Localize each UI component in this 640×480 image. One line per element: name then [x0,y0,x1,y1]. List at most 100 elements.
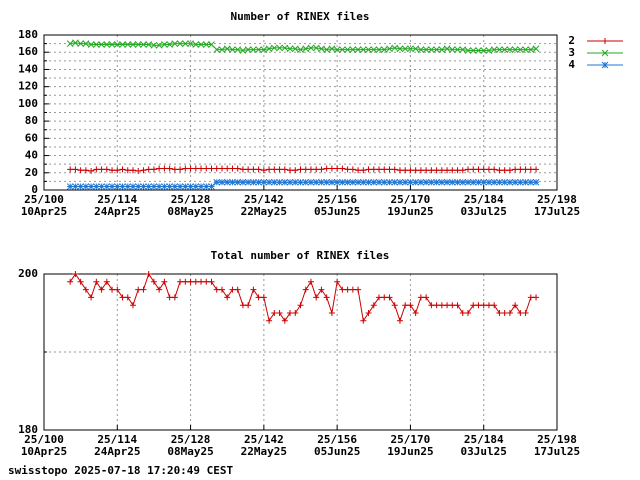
point-marker [501,178,509,186]
point-marker [255,166,262,173]
point-marker [103,183,111,190]
point-marker [313,294,320,301]
point-marker [187,183,194,190]
point-marker [491,302,498,309]
point-marker [527,178,535,186]
point-marker [433,302,440,309]
point-marker [470,166,477,173]
point-marker [244,46,252,53]
point-marker [496,178,503,186]
point-marker [402,167,409,174]
point-marker [161,183,168,190]
point-marker [422,178,430,186]
x-tick-label: 25/142 [244,433,284,446]
point-marker [381,166,388,173]
point-marker [218,165,225,172]
point-marker [77,278,84,285]
point-marker [376,294,383,301]
point-marker [88,294,95,301]
point-marker [145,271,152,277]
point-marker [208,41,215,48]
point-marker [339,286,346,293]
point-marker [496,167,503,174]
point-marker [145,183,153,190]
point-marker [512,166,519,173]
point-marker [197,41,205,48]
y-tick-label: 160 [18,45,38,58]
point-marker [213,165,220,172]
point-marker [339,165,346,172]
point-marker [396,45,404,53]
point-marker [444,167,451,174]
y-tick-label: 140 [18,62,38,75]
point-marker [229,165,236,172]
point-marker [465,310,472,316]
point-marker [318,45,325,53]
point-marker [438,167,445,174]
point-marker [155,183,163,190]
legend-marker [602,38,608,44]
x-tick-label: 25/114 [97,433,137,446]
point-marker [218,286,225,293]
point-marker [208,165,215,172]
point-marker [265,45,273,53]
point-marker [449,302,456,309]
point-marker [448,46,456,53]
point-marker [485,302,492,309]
point-marker [355,286,362,293]
point-marker [328,178,336,186]
y-tick-label: 80 [25,114,38,127]
x-tick-label: 25/184 [464,433,504,446]
point-marker [234,286,241,293]
point-marker [506,310,513,316]
x-tick-label: 25/156 [317,193,357,206]
point-marker [459,178,467,186]
point-marker [396,178,404,186]
point-marker [239,47,247,54]
point-marker [402,302,409,309]
point-marker [129,167,136,174]
point-marker [150,166,157,173]
point-marker [198,165,205,172]
point-marker [129,302,136,309]
point-marker [270,44,278,52]
point-marker [87,41,95,48]
x-tick-date: 08May25 [167,205,213,218]
x-tick-label: 25/114 [97,193,137,206]
point-marker [334,165,341,172]
point-marker [339,46,346,53]
x-tick-date: 08May25 [167,445,213,458]
x-tick-date: 22May25 [241,205,287,218]
point-marker [354,46,362,53]
point-marker [323,178,331,186]
point-marker [469,178,477,186]
point-marker [213,46,221,53]
point-marker [239,166,246,173]
point-marker [72,166,79,173]
point-marker [109,286,116,293]
point-marker [218,46,226,53]
x-tick-date: 24Apr25 [94,445,140,458]
point-marker [417,46,425,53]
point-marker [223,178,231,186]
point-marker [522,178,529,186]
point-marker [412,167,419,174]
point-marker [224,294,231,301]
point-marker [192,183,200,190]
point-marker [72,39,79,47]
point-marker [496,46,503,53]
y-tick-label: 120 [18,80,38,93]
point-marker [349,46,357,53]
point-marker [522,46,529,53]
point-marker [433,46,440,53]
point-marker [187,40,194,47]
point-marker [119,41,126,48]
x-tick-date: 19Jun25 [387,445,433,458]
point-marker [181,183,189,190]
point-marker [396,167,403,174]
point-marker [365,166,372,173]
point-marker [454,178,461,186]
point-marker [208,278,215,285]
point-marker [134,183,142,190]
point-marker [72,183,79,190]
